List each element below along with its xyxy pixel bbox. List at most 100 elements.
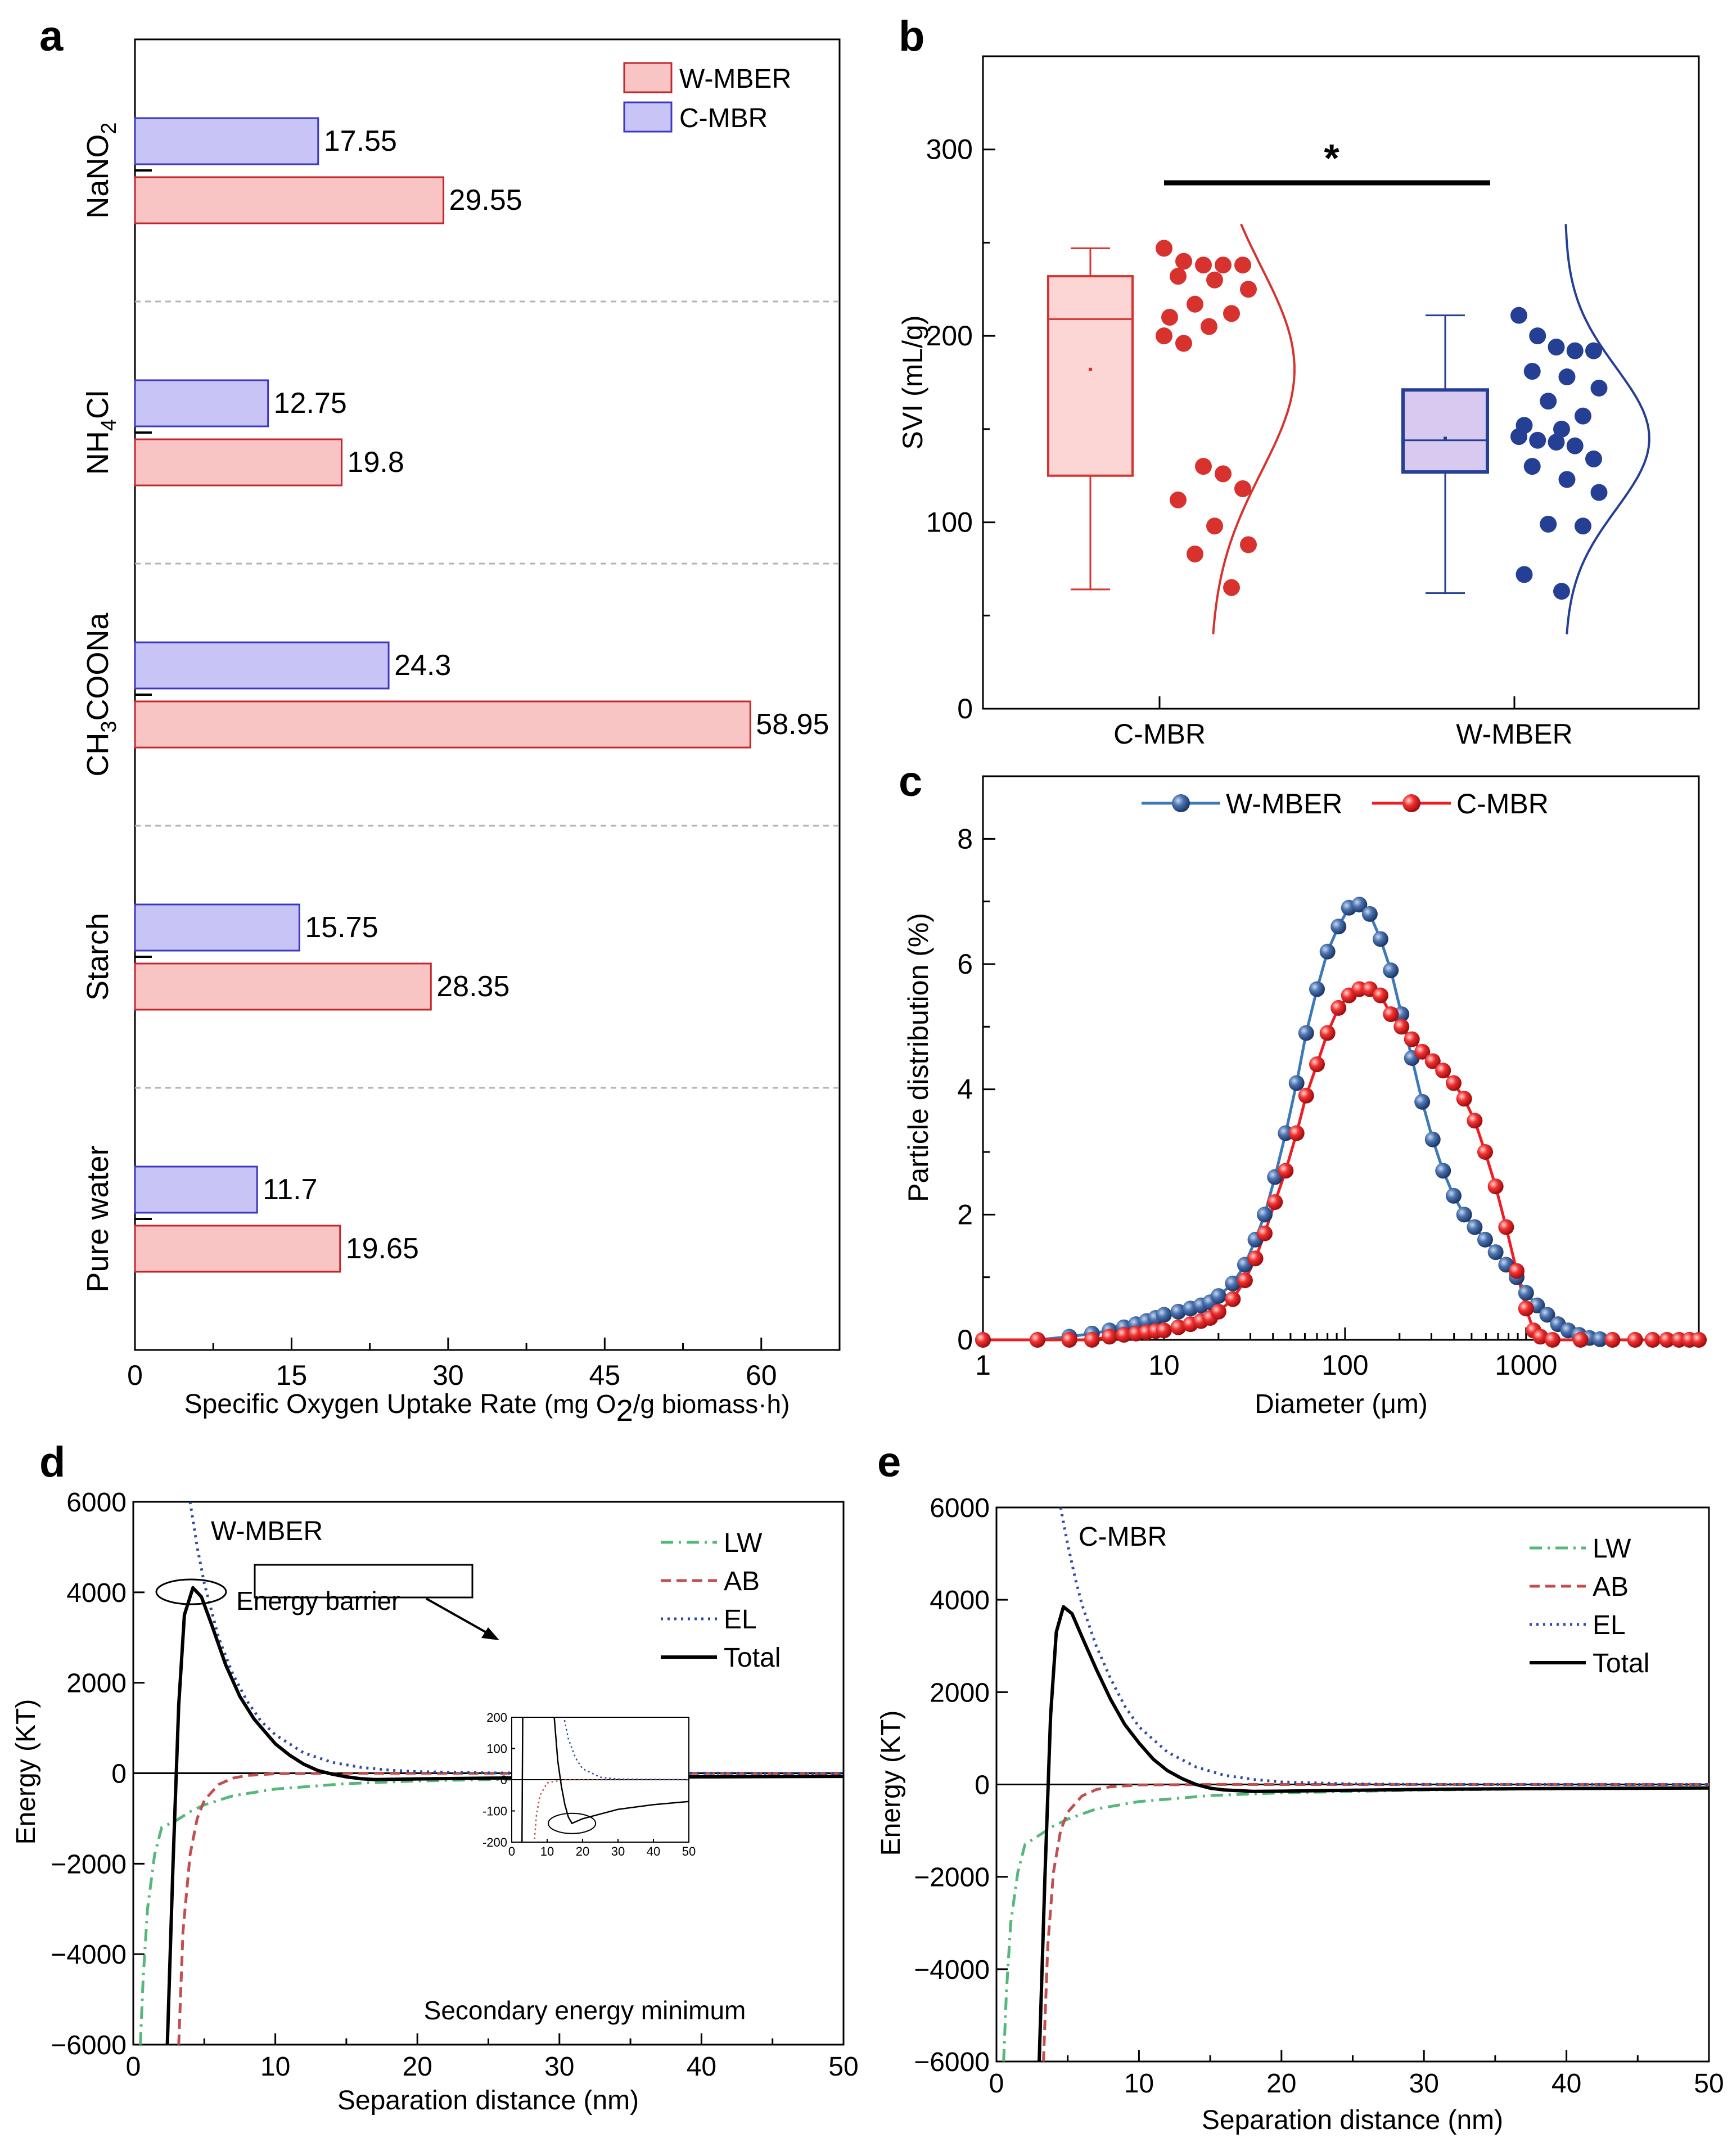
data-point-w-mber: [1257, 1207, 1273, 1223]
bar-wmber: [134, 962, 432, 1011]
y-tick-label: 2000: [66, 1669, 127, 1699]
series-line-total: [1038, 1605, 1709, 2062]
data-point: [1223, 579, 1240, 596]
data-point-c-mbr: [1330, 1000, 1347, 1016]
legend-marker-wmber: [1172, 794, 1190, 812]
secondary-minimum-ellipse: [548, 1812, 597, 1834]
data-point: [1240, 536, 1257, 553]
panel-d-label: d: [39, 1438, 65, 1486]
energy-barrier-ellipse: [155, 1578, 227, 1605]
legend-marker-cmbr: [1402, 794, 1420, 812]
legend-label-cmbr: C-MBR: [1456, 788, 1549, 820]
panel-e: e −6000 −4000 −2000 0 2000 4000 6000 0 10 20 30 40 5…: [876, 1438, 1724, 2135]
data-point-c-mbr: [1225, 1291, 1241, 1307]
data-point: [1523, 458, 1541, 475]
x-tick-label: 15: [276, 1360, 308, 1391]
data-point-w-mber: [1156, 1307, 1172, 1323]
panel-e-label: e: [877, 1438, 901, 1486]
mean-marker: [1444, 436, 1447, 440]
data-point: [1215, 465, 1232, 483]
data-point-w-mber: [1319, 943, 1336, 960]
y-tick-label: 200: [926, 320, 973, 352]
data-point: [1540, 515, 1557, 533]
data-point: [1575, 517, 1591, 535]
bar-cmbr: [134, 641, 390, 690]
bar-value-label: 28.35: [436, 970, 509, 1003]
inset-y-tick-label: -200: [482, 1835, 507, 1849]
data-point: [1585, 342, 1602, 359]
distribution-curve: [1564, 224, 1650, 634]
data-point: [1175, 253, 1192, 270]
legend-label-lw: LW: [1593, 1534, 1631, 1564]
inset-x-tick-label: 30: [611, 1844, 625, 1858]
data-point-c-mbr: [1644, 1332, 1661, 1348]
inset-series-total: [521, 1717, 689, 1842]
box: [1047, 275, 1134, 477]
data-point-c-mbr: [1498, 1219, 1514, 1235]
data-point-c-mbr: [1156, 1322, 1172, 1339]
panel-d-xlabel: Separation distance (nm): [337, 2086, 639, 2116]
y-tick-label: 300: [926, 134, 973, 165]
legend-label-wmber: W-MBER: [1226, 788, 1342, 820]
data-point: [1590, 379, 1608, 397]
data-point: [1223, 305, 1240, 322]
legend-swatch-cmbr: [623, 101, 673, 133]
series-line-w-mber: [983, 903, 1699, 1342]
data-point: [1206, 517, 1223, 535]
panel-a-frame: [134, 38, 841, 1351]
legend-label-ab: AB: [1593, 1572, 1629, 1602]
inset-x-tick-label: 40: [647, 1844, 660, 1858]
data-point-c-mbr: [1691, 1332, 1707, 1348]
bar-wmber: [134, 438, 343, 487]
y-tick-label: 0: [111, 1759, 127, 1789]
data-point-w-mber: [1361, 906, 1378, 922]
panel-a-xlabel: Specific Oxygen Uptake Rate (mg O2/g bio…: [184, 1389, 790, 1428]
data-point: [1566, 342, 1584, 359]
zoom-region-box: [254, 1564, 473, 1599]
bar-value-label: 19.8: [348, 446, 404, 479]
data-point: [1529, 431, 1546, 449]
x-tick-label: 40: [687, 2052, 716, 2082]
data-point: [1590, 484, 1608, 501]
data-point-c-mbr: [1518, 1300, 1534, 1317]
series-line-ab: [177, 1772, 844, 2045]
data-point-w-mber: [1288, 1075, 1305, 1091]
legend-label-total: Total: [724, 1643, 781, 1673]
data-point: [1156, 240, 1172, 257]
data-point: [1558, 368, 1576, 386]
data-point-c-mbr: [1532, 1329, 1549, 1345]
legend-label-total: Total: [1593, 1649, 1649, 1678]
inset-x-tick-label: 50: [682, 1844, 696, 1858]
data-point-c-mbr: [1084, 1332, 1100, 1348]
data-point: [1187, 545, 1203, 562]
x-tick-label: 100: [1321, 1349, 1368, 1381]
bar-wmber: [134, 700, 751, 749]
legend-label-el: EL: [724, 1605, 757, 1635]
inset-x-tick-label: 10: [540, 1844, 554, 1858]
legend-swatch-wmber: [623, 62, 673, 93]
data-point: [1240, 281, 1257, 298]
panel-a-label: a: [39, 12, 64, 60]
data-point: [1201, 318, 1217, 335]
data-point-c-mbr: [1372, 987, 1388, 1003]
panel-c-legend: W-MBER C-MBR: [1142, 788, 1549, 820]
data-point-w-mber: [1170, 1303, 1187, 1320]
x-tick-label: 10: [1124, 2069, 1154, 2099]
data-point-c-mbr: [1257, 1225, 1273, 1241]
bar-cmbr: [134, 117, 319, 165]
panel-d-title: W-MBER: [211, 1516, 323, 1546]
data-point-c-mbr: [1278, 1163, 1294, 1179]
data-point-c-mbr: [1298, 1087, 1314, 1104]
inset-y-tick-label: -100: [482, 1804, 507, 1819]
mean-marker: [1089, 367, 1092, 371]
data-point-c-mbr: [1487, 1178, 1504, 1195]
data-point: [1510, 428, 1527, 445]
panel-e-ylabel: Energy (KT): [876, 1711, 906, 1856]
data-point: [1548, 434, 1565, 451]
data-point-c-mbr: [1383, 1006, 1399, 1023]
data-point: [1558, 471, 1576, 488]
significance-star: *: [1324, 136, 1339, 180]
data-point: [1161, 309, 1178, 326]
category-label: Starch: [81, 913, 115, 1001]
